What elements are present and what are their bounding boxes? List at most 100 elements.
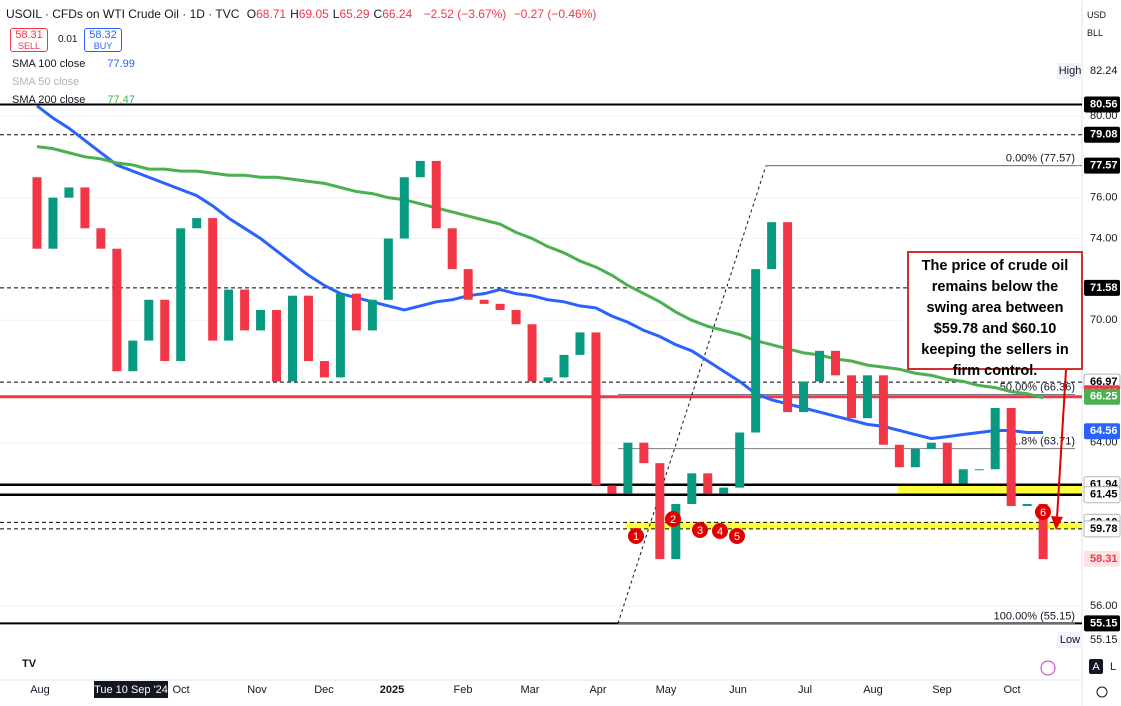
- candle-body: [80, 187, 90, 229]
- indicator-value: 77.47: [107, 94, 135, 106]
- candle-body: [846, 375, 856, 419]
- indicator-row: SMA 50 close: [12, 76, 79, 88]
- tv-logo: TV: [22, 658, 37, 670]
- candle-body: [639, 442, 649, 464]
- candle-body: [735, 432, 745, 488]
- price-label: 59.78: [1090, 523, 1118, 535]
- candle-body: [112, 248, 122, 372]
- swing-marker: [729, 528, 745, 544]
- swing-marker-label: 3: [697, 525, 703, 537]
- candle-body: [399, 177, 409, 239]
- candle-body: [926, 442, 936, 449]
- candle-body: [511, 309, 521, 325]
- price-label-bg: [1084, 279, 1120, 296]
- settings-icon[interactable]: [1096, 686, 1108, 698]
- price-label-bg: [1084, 550, 1120, 567]
- high-value: 82.24: [1090, 65, 1118, 77]
- candle-body: [671, 503, 681, 560]
- swing-marker-label: 2: [670, 514, 676, 526]
- annotation-arrow: [1056, 369, 1067, 519]
- candle-body: [192, 218, 202, 229]
- crosshair-date: Tue 10 Sep '24: [94, 684, 168, 696]
- candle-body: [1022, 503, 1032, 507]
- candle-body: [288, 295, 298, 382]
- candle-body: [64, 187, 74, 198]
- indicator-row: SMA 100 close 77.99: [12, 58, 135, 70]
- candle-body: [463, 269, 473, 300]
- candle-body: [815, 350, 825, 382]
- candle-body: [703, 473, 713, 494]
- candle-body: [719, 487, 729, 494]
- high-label: High: [1059, 65, 1082, 77]
- swing-marker-label: 6: [1040, 507, 1046, 519]
- candle-body: [479, 299, 489, 304]
- candle-body: [415, 160, 425, 178]
- price-label: 80.56: [1090, 98, 1118, 110]
- x-tick-label: Aug: [863, 684, 883, 696]
- change-2: −0.27 (−0.46%): [513, 7, 597, 21]
- price-label-bg: [1084, 423, 1120, 440]
- log-scale-letter[interactable]: L: [1110, 661, 1116, 673]
- price-label-bg: [1084, 126, 1120, 143]
- ohlc-value: 65.29: [339, 7, 370, 21]
- price-label: 77.57: [1090, 160, 1118, 172]
- price-label-bg: [1083, 520, 1121, 538]
- candle-body: [527, 324, 537, 382]
- candle-body: [862, 375, 872, 419]
- candle-body: [751, 269, 761, 433]
- candle-body: [128, 340, 138, 372]
- x-tick-label: May: [656, 684, 677, 696]
- candle-body: [799, 381, 809, 413]
- candle-body: [831, 350, 840, 376]
- unit[interactable]: BLL: [1087, 28, 1104, 38]
- candle-body: [990, 408, 1000, 470]
- swing-marker: [1035, 504, 1051, 520]
- y-tick-label: 76.00: [1090, 192, 1118, 204]
- indicator-name: SMA 200 close: [12, 94, 86, 106]
- fib-label: 61.8% (63.71): [1006, 436, 1075, 448]
- price-label-bg: [1084, 388, 1120, 405]
- fib-label: 0.00% (77.57): [1006, 153, 1075, 165]
- auto-scale-button[interactable]: [1089, 659, 1103, 674]
- ohlc-key: C: [373, 7, 383, 21]
- annotation-arrowhead: [1051, 516, 1063, 530]
- support-zone: [625, 522, 1082, 529]
- price-label: 55.15: [1090, 617, 1118, 629]
- price-label: 66.25: [1090, 391, 1118, 403]
- candle-body: [447, 228, 457, 270]
- price-label-bg: [1084, 157, 1120, 174]
- symbol: USOIL · CFDs on WTI Crude Oil · 1D · TVC: [6, 7, 240, 21]
- candle-body: [303, 295, 313, 362]
- price-label-bg: [1084, 615, 1120, 632]
- change: −2.52 (−3.67%): [423, 7, 507, 21]
- candle-body: [144, 299, 154, 341]
- buy-price: 58.32: [89, 29, 117, 41]
- y-tick-label: 56.00: [1090, 600, 1118, 612]
- low-value: 55.15: [1090, 634, 1118, 646]
- candle-body: [383, 238, 393, 300]
- indicator-value: 77.99: [107, 58, 135, 70]
- buy-button[interactable]: 58.32 BUY: [84, 28, 122, 52]
- high-label-bg: [1057, 63, 1083, 79]
- x-tick-label: Oct: [1003, 684, 1020, 696]
- candle-body: [559, 354, 569, 378]
- candle-body: [240, 289, 250, 331]
- indicator-name: SMA 50 close: [12, 76, 80, 88]
- indicator-name: SMA 100 close: [12, 58, 86, 70]
- candle-body: [224, 289, 234, 341]
- x-tick-label: Jul: [798, 684, 812, 696]
- candle-body: [367, 299, 377, 331]
- candle-body: [431, 160, 441, 229]
- sell-price: 58.31: [15, 29, 43, 41]
- flash-icon[interactable]: [1040, 660, 1056, 676]
- indicator-row: SMA 200 close 77.47: [12, 94, 135, 106]
- sell-button[interactable]: 58.31 SELL: [10, 28, 48, 52]
- candle-body: [687, 473, 697, 504]
- currency[interactable]: USD: [1087, 10, 1107, 20]
- price-label: 79.08: [1090, 129, 1118, 141]
- candle-body: [495, 303, 505, 310]
- candle-body: [894, 444, 904, 468]
- sma-line: [36, 104, 1044, 441]
